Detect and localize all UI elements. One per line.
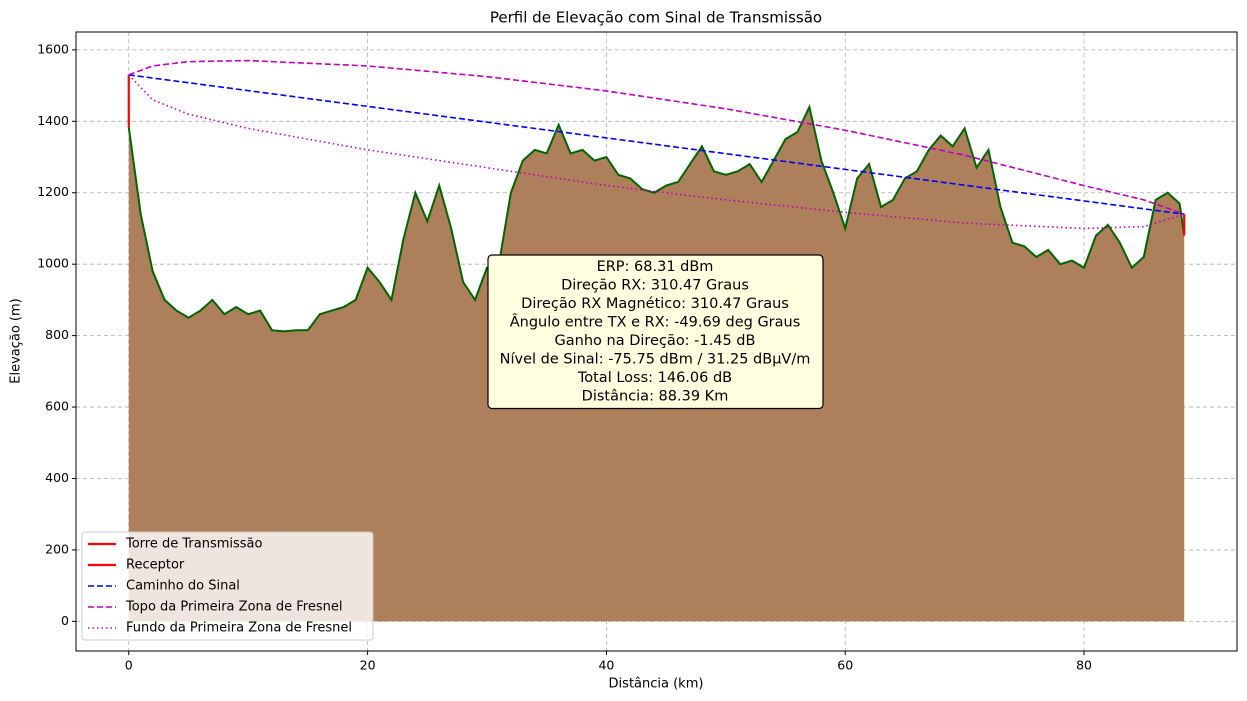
annotation-text: Direção RX: 310.47 Graus [561,278,749,294]
annotation-text: Ganho na Direção: -1.45 dB [555,333,756,349]
y-tick-label: 400 [45,470,69,485]
terrain-line [127,103,1186,333]
y-tick-label: 1400 [37,113,69,128]
legend-label: Fundo da Primeira Zona de Fresnel [126,621,352,636]
legend-box [81,531,374,641]
x-axis-label: Distância (km) [609,677,704,692]
y-tick-label: 800 [45,327,69,342]
x-tick-label: 0 [125,658,133,673]
annotation-text: Ângulo entre TX e RX: -49.69 deg Graus [510,313,801,331]
legend-label: Torre de Transmissão [125,537,263,552]
y-tick-label: 1000 [37,256,69,271]
x-tick-label: 20 [360,658,376,673]
y-tick-label: 1200 [37,184,69,199]
chart-title: Perfil de Elevação com Sinal de Transmis… [490,9,822,27]
y-tick-label: 0 [61,613,69,628]
series-line [128,74,1185,230]
legend-label: Caminho do Sinal [126,579,240,594]
x-tick-label: 80 [1076,658,1092,673]
y-axis-label: Elevação (m) [9,298,24,384]
annotation-text: Direção RX Magnético: 310.47 Graus [521,296,789,312]
x-tick-label: 40 [598,658,614,673]
legend-label: Topo da Primeira Zona de Fresnel [125,600,342,615]
series-line [128,59,1185,215]
annotation-box [487,254,824,410]
y-tick-label: 200 [45,541,69,556]
y-tick-label: 1600 [37,41,69,56]
plot-frame [75,31,1238,652]
annotation-text: Total Loss: 146.06 dB [577,370,732,386]
annotation-text: Nível de Sinal: -75.75 dBm / 31.25 dBµV/… [500,352,811,368]
legend-label: Receptor [126,558,185,573]
annotation-text: ERP: 68.31 dBm [597,259,714,275]
annotation-text: Distância: 88.39 Km [582,389,729,405]
series-line [128,74,1185,215]
x-tick-label: 60 [837,658,853,673]
y-tick-label: 600 [45,399,69,414]
